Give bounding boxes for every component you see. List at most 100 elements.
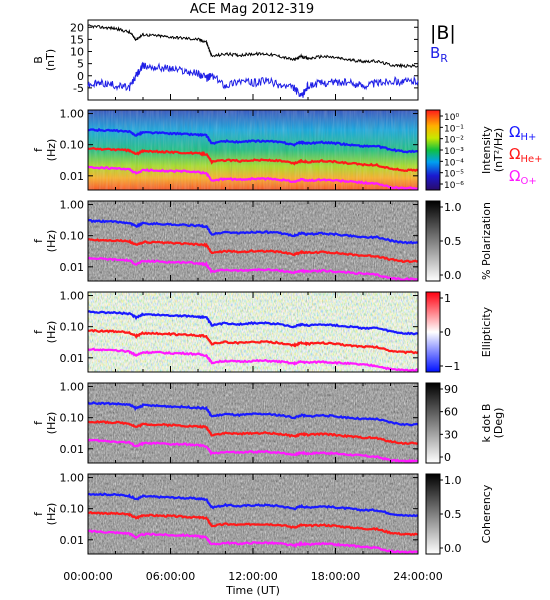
magnetic-field-ytick-label: -5 — [73, 82, 84, 95]
legend-b-radial: BR — [430, 44, 448, 65]
ytick-label: 0.10 — [60, 321, 85, 334]
polarization-panel: 1.00 0.10 0.01 f (Hz) 1.0 0.5 0.0 % Polarization — [32, 199, 493, 282]
magnetic-field-ytick-label: 10 — [70, 46, 84, 59]
colorbar-tick-label: 10⁻³ — [444, 147, 464, 157]
ylabel: f — [32, 511, 45, 516]
power-spectrum-heatmap — [88, 110, 418, 190]
legend-omega-o: ΩO+ — [509, 167, 537, 187]
yunit: (Hz) — [45, 230, 58, 253]
omega-o-line — [88, 165, 418, 190]
colorbar-tick-label: 30 — [444, 428, 458, 441]
colorbar — [425, 473, 441, 555]
coherency-panel: 1.00 0.10 0.01 f (Hz) 1.0 0.5 0.0 Coherency — [32, 472, 493, 555]
ytick-label: 1.00 — [60, 199, 85, 212]
colorbar-tick-label: 10⁻¹ — [444, 124, 464, 134]
ytick-label: 0.10 — [60, 230, 85, 243]
legend-omega-he: ΩHe+ — [509, 145, 543, 165]
colorbar — [425, 200, 441, 282]
colorbar-unit: (nT²/Hz) — [492, 128, 505, 172]
yunit: (Hz) — [45, 503, 58, 526]
yunit: (Hz) — [45, 139, 58, 162]
legend-omega-he-symbol: Ω — [509, 145, 520, 163]
colorbar — [425, 291, 441, 373]
omega-h-line — [88, 127, 418, 154]
ytick-label: 1.00 — [60, 290, 85, 303]
omega-he-line — [88, 147, 418, 173]
omega-h-line — [88, 492, 418, 518]
omega-o-line — [88, 438, 418, 463]
omega-h-line — [88, 310, 418, 336]
ytick-label: 0.10 — [60, 503, 85, 516]
omega-o-line — [88, 529, 418, 554]
omega-he-line — [88, 328, 418, 355]
magnetic-field-ylabel: B — [32, 56, 45, 64]
colorbar-tick-label: 90 — [444, 383, 458, 396]
ytick-label: 1.00 — [60, 472, 85, 485]
colorbar-tick-label: 10⁻⁴ — [444, 158, 464, 168]
chart-title: ACE Mag 2012-319 — [190, 2, 314, 17]
colorbar-tick-label: 0 — [444, 326, 451, 339]
omega-he-line — [88, 238, 418, 264]
colorbar-tick-label: −1 — [444, 360, 460, 373]
colorbar-label: k dot B — [480, 404, 493, 443]
legend-omega-he-sub: He+ — [520, 154, 542, 165]
colorbar-tick-label: 1 — [444, 292, 451, 305]
colorbar-tick-label: 1.0 — [444, 201, 462, 214]
colorbar — [425, 382, 441, 464]
colorbar-tick-label: 0 — [444, 451, 451, 464]
ellipticity-panel: 1.00 0.10 0.01 f (Hz) 1 0 −1 Ellipticity — [32, 290, 493, 373]
colorbar-label: Intensity — [480, 126, 493, 174]
colorbar-tick-label: 0.0 — [444, 542, 462, 555]
omega-o-line — [88, 347, 418, 372]
colorbar-tick-label: 0.5 — [444, 235, 462, 248]
k-dot-b-panel: 1.00 0.10 0.01 f (Hz) 90 60 30 0 k dot B (Deg) — [32, 381, 505, 464]
series-b-radial-line — [87, 61, 419, 98]
x-tick-label: 18:00:00 — [311, 570, 360, 583]
omega-o-line — [88, 256, 418, 281]
omega-h-line — [88, 218, 418, 245]
x-tick-label: 06:00:00 — [146, 570, 195, 583]
x-tick-label: 24:00:00 — [393, 570, 442, 583]
colorbar-tick-label: 0.5 — [444, 508, 462, 521]
colorbar-tick-label: 0.0 — [444, 269, 462, 282]
colorbar-label: Coherency — [480, 484, 493, 543]
ytick-label: 0.01 — [60, 443, 85, 456]
ytick-label: 0.01 — [60, 352, 85, 365]
ellipticity-heatmap — [88, 292, 418, 372]
magnetic-field-ytick-label: 5 — [77, 58, 84, 71]
magnetic-field-ytick-label: 0 — [77, 70, 84, 83]
colorbar-label: % Polarization — [480, 202, 493, 280]
legend-omega-h-sub: H+ — [520, 132, 536, 143]
legend-omega-h: ΩH+ — [509, 123, 536, 143]
ylabel: f — [32, 329, 45, 334]
legend-b-radial-label: B — [430, 44, 440, 62]
ytick-label: 1.00 — [60, 108, 85, 121]
polarization-heatmap — [88, 201, 418, 281]
magnetic-field-ytick-label: 20 — [70, 21, 84, 34]
ylabel: f — [32, 238, 45, 243]
heatmap-texture — [88, 474, 418, 554]
colorbar-tick-label: 10⁻² — [444, 136, 464, 146]
colorbar-unit: (Deg) — [492, 408, 505, 439]
colorbar-tick-label: 10⁻⁶ — [444, 181, 464, 191]
legend-omega-h-symbol: Ω — [509, 123, 520, 141]
colorbar-tick-label: 10⁻⁵ — [444, 170, 464, 180]
heatmap-texture — [88, 201, 418, 281]
ytick-label: 0.10 — [60, 139, 85, 152]
k-dot-b-heatmap — [88, 383, 418, 463]
omega-he-line — [88, 510, 418, 537]
omega-h-line — [88, 401, 418, 427]
ylabel: f — [32, 147, 45, 152]
colorbar-label: Ellipticity — [480, 306, 493, 357]
coherency-heatmap — [88, 474, 418, 554]
colorbar-tick-label: 10⁰ — [444, 113, 459, 123]
legend-omega-o-symbol: Ω — [509, 167, 520, 185]
colorbar-tick-label: 60 — [444, 406, 458, 419]
colorbar — [425, 109, 441, 191]
x-tick-label: 12:00:00 — [228, 570, 277, 583]
magnetic-field-yunit: (nT) — [44, 49, 57, 71]
yunit: (Hz) — [45, 412, 58, 435]
x-tick-label: 00:00:00 — [63, 570, 112, 583]
yunit: (Hz) — [45, 321, 58, 344]
